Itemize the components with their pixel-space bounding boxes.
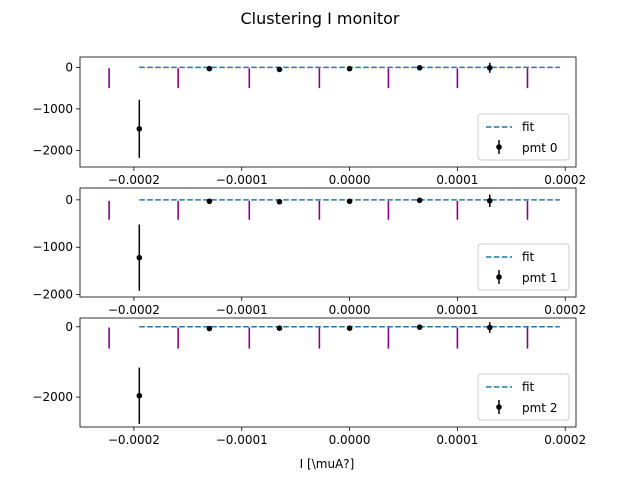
data-point [416, 324, 423, 330]
data-point [486, 197, 493, 204]
x-tick-label: −0.0002 [108, 173, 160, 187]
y-tick-label: 0 [65, 320, 73, 334]
data-point [416, 197, 423, 204]
legend-series-label: pmt 1 [522, 271, 557, 285]
legend-point-swatch [496, 144, 502, 150]
axes-frame [79, 187, 577, 298]
y-tick-label: −1000 [32, 240, 73, 254]
y-tick-label: 0 [65, 60, 73, 74]
data-point [276, 198, 283, 205]
data-point [206, 65, 213, 72]
legend-point-swatch [496, 404, 502, 410]
data-point [346, 325, 353, 331]
legend-series-label: pmt 2 [522, 401, 557, 415]
data-point [486, 64, 493, 71]
subplot-pmt-1: −0.0002 −0.0001 0.0000 0.0001 0.0002 0 −1000 −2… [32, 187, 586, 317]
axes-frame [79, 317, 577, 428]
y-tick-label: −2000 [32, 288, 73, 302]
legend-fit-label: fit [522, 120, 535, 134]
legend-fit-label: fit [522, 380, 535, 394]
x-tick-label: 0.0000 [329, 433, 371, 447]
x-tick-label: −0.0001 [216, 173, 268, 187]
figure-title: Clustering I monitor [240, 9, 399, 28]
x-tick-label: −0.0002 [108, 303, 160, 317]
y-tick-label: −2000 [32, 390, 73, 404]
data-point [206, 325, 213, 332]
y-tick-label: 0 [65, 193, 73, 207]
data-point [416, 64, 423, 71]
data-point [276, 325, 283, 331]
data-point [136, 254, 143, 261]
x-tick-label: 0.0001 [436, 433, 478, 447]
data-point [136, 126, 143, 132]
legend-fit-label: fit [522, 250, 535, 264]
x-tick-label: 0.0000 [329, 173, 371, 187]
x-tick-label: −0.0001 [216, 303, 268, 317]
legend-point-swatch [496, 274, 502, 280]
data-point [486, 324, 493, 331]
data-point [206, 198, 213, 205]
data-point [276, 66, 283, 73]
subplot-pmt-0: −0.0002 −0.0001 0.0000 0.0001 0.0002 0 −1000 −2… [32, 56, 586, 187]
y-tick-label: −1000 [32, 102, 73, 116]
legend-series-label: pmt 0 [522, 141, 557, 155]
x-tick-label: 0.0000 [329, 303, 371, 317]
x-tick-label: 0.0002 [544, 303, 586, 317]
y-tick-label: −2000 [32, 143, 73, 157]
x-tick-label: −0.0001 [216, 433, 268, 447]
subplot-pmt-2: −0.0002 −0.0001 0.0000 0.0001 0.0002 0 −2000 fi… [32, 317, 586, 447]
data-point [346, 198, 353, 205]
x-axis-label: I [\muA?] [300, 457, 355, 471]
x-tick-label: −0.0002 [108, 433, 160, 447]
axes-frame [79, 56, 577, 168]
x-tick-label: 0.0001 [436, 303, 478, 317]
x-tick-label: 0.0002 [544, 433, 586, 447]
data-point [136, 392, 143, 399]
x-tick-label: 0.0001 [436, 173, 478, 187]
data-point [346, 65, 353, 72]
x-tick-label: 0.0002 [544, 173, 586, 187]
